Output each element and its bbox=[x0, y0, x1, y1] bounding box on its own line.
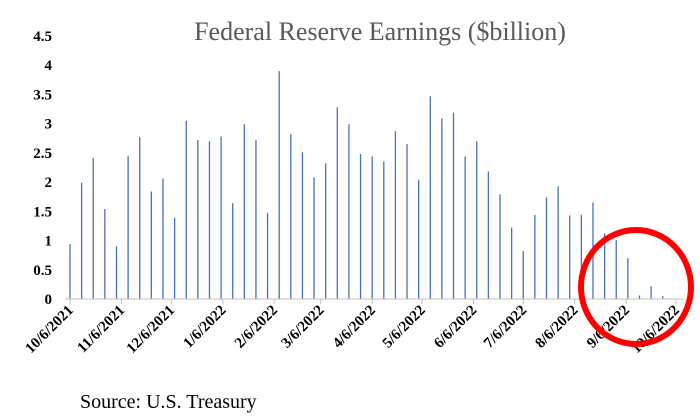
x-tick-label: 11/6/2021 bbox=[75, 303, 129, 357]
x-tick-label: 7/6/2022 bbox=[481, 303, 530, 352]
x-tick-label: 4/6/2022 bbox=[330, 303, 379, 352]
y-tick-label: 1.5 bbox=[33, 204, 52, 220]
y-tick-label: 4 bbox=[45, 58, 53, 74]
y-tick-label: 0 bbox=[45, 292, 53, 308]
y-tick-label: 3 bbox=[45, 117, 53, 133]
x-tick-label: 8/6/2022 bbox=[533, 303, 582, 352]
y-tick-label: 2.5 bbox=[33, 146, 52, 162]
y-tick-label: 2 bbox=[45, 175, 53, 191]
y-tick-label: 0.5 bbox=[33, 263, 52, 279]
x-tick-label: 3/6/2022 bbox=[278, 303, 327, 352]
bars bbox=[69, 71, 664, 299]
y-tick-label: 4.5 bbox=[33, 29, 52, 45]
x-tick-label: 2/6/2022 bbox=[232, 303, 281, 352]
x-tick-label: 12/6/2021 bbox=[124, 303, 178, 357]
highlight-circle bbox=[578, 227, 694, 347]
y-axis: 0 0.5 1 1.5 2 2.5 3 3.5 4 4.5 bbox=[33, 29, 52, 308]
x-tick-label: 10/6/2021 bbox=[22, 303, 76, 357]
x-tick-label: 6/6/2022 bbox=[431, 303, 480, 352]
y-tick-label: 1 bbox=[45, 234, 53, 250]
y-tick-label: 3.5 bbox=[33, 87, 52, 103]
x-tick-label: 1/6/2022 bbox=[181, 303, 230, 352]
source-note: Source: U.S. Treasury bbox=[80, 391, 257, 413]
chart-title: Federal Reserve Earnings ($billion) bbox=[194, 17, 566, 46]
x-tick-label: 5/6/2022 bbox=[380, 303, 429, 352]
